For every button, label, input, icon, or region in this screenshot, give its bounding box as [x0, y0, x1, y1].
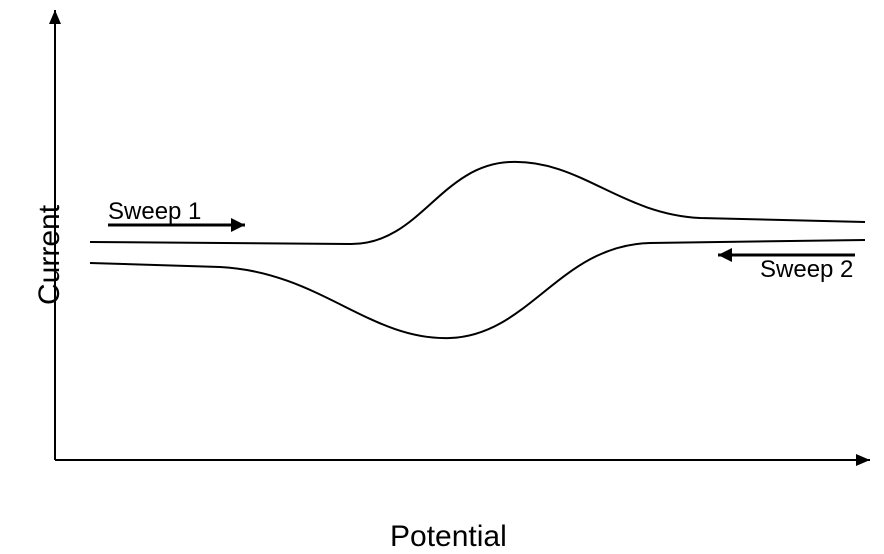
- sweep-2-label: Sweep 2: [760, 256, 853, 284]
- y-axis-arrow-icon: [49, 10, 61, 24]
- x-axis-label: Potential: [390, 520, 507, 554]
- diagram-svg: [0, 0, 884, 540]
- sweep-1-label: Sweep 1: [108, 198, 201, 226]
- y-axis-label: Current: [33, 205, 67, 305]
- sweep-2-arrow-icon: [718, 248, 732, 262]
- cv-forward-sweep-curve: [90, 162, 865, 244]
- cv-diagram: Current Potential Sweep 1 Sweep 2: [0, 0, 884, 540]
- x-axis-arrow-icon: [856, 454, 870, 466]
- sweep-1-arrow-icon: [231, 218, 245, 232]
